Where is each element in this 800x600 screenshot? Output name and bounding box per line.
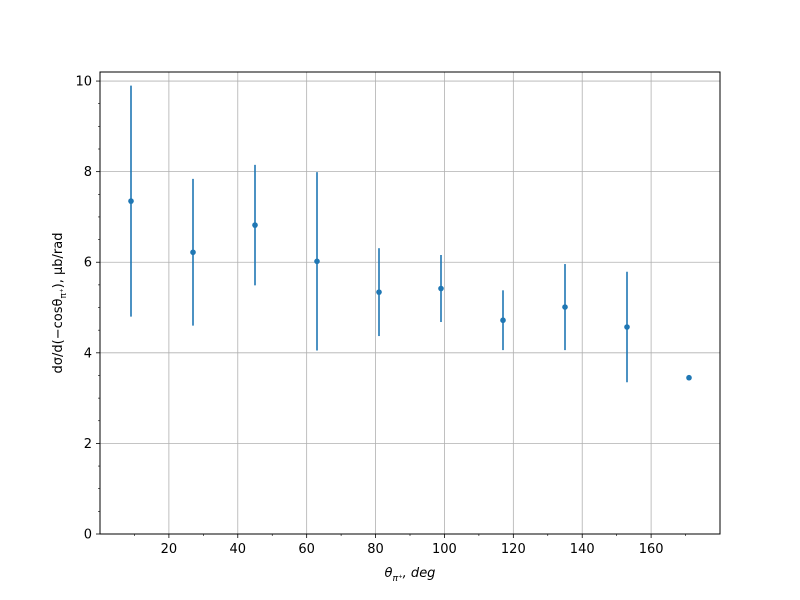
x-tick-label: 140 [570, 542, 595, 557]
data-point [562, 304, 568, 310]
x-tick-label: 120 [501, 542, 526, 557]
x-axis-label: θπ⁺, deg [385, 566, 436, 584]
x-tick-label: 60 [298, 542, 315, 557]
data-point [624, 324, 630, 330]
error-bars [130, 85, 628, 383]
grid [100, 72, 720, 535]
x-tick-label: 80 [367, 542, 384, 557]
y-tick-label: 0 [84, 528, 92, 543]
data-points [128, 198, 692, 381]
y-tick-label: 6 [84, 256, 92, 271]
y-tick-label: 2 [84, 437, 92, 452]
y-tick-label: 4 [84, 346, 92, 361]
data-point [376, 289, 382, 295]
y-axis-label: dσ/d(−cosθπ⁺), μb/rad [51, 233, 69, 374]
data-point [438, 285, 444, 292]
x-tick-label: 100 [432, 542, 457, 557]
data-point [314, 258, 320, 265]
data-point [686, 374, 692, 381]
axis-ticks: 20 40 60 80 100 120 140 160 0 2 4 6 8 10 [75, 75, 686, 557]
data-point [190, 249, 196, 256]
x-tick-label: 20 [161, 542, 178, 557]
x-tick-label: 160 [639, 542, 664, 557]
y-tick-label: 8 [84, 165, 92, 180]
y-tick-label: 10 [75, 75, 92, 90]
data-point [128, 198, 134, 204]
data-point [500, 317, 506, 324]
x-tick-label: 40 [230, 542, 247, 557]
data-point [252, 222, 258, 228]
